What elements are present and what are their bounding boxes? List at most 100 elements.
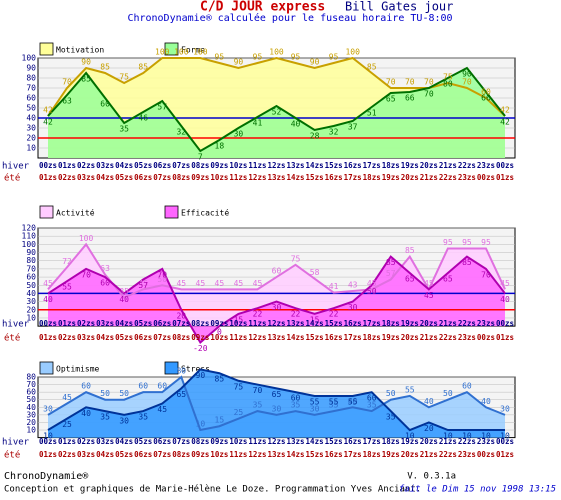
x-tick-label: 12zs: [248, 173, 266, 182]
point-label: 15: [215, 416, 225, 425]
point-label: 35: [253, 401, 263, 410]
x-tick-label: 19zs: [401, 437, 419, 446]
x-tick-label: 15zs: [306, 173, 324, 182]
point-label: 22: [291, 310, 301, 319]
legend-swatch: [39, 361, 54, 375]
y-tick-label: 60: [26, 273, 36, 282]
point-label: 55: [329, 397, 339, 406]
x-tick-label: 07zs: [153, 173, 171, 182]
x-tick-label: 05zs: [134, 161, 152, 170]
point-label: 85: [100, 63, 110, 72]
x-tick-label: 16zs: [344, 437, 362, 446]
x-tick-label: 11zs: [229, 173, 247, 182]
x-tick-label: 11zs: [248, 437, 266, 446]
y-tick-label: 20: [26, 134, 36, 143]
point-label: 40: [481, 397, 491, 406]
point-label: 45: [215, 279, 225, 288]
x-tick-label: 09zs: [210, 161, 228, 170]
point-label: 100: [345, 48, 360, 57]
x-tick-label: 18zs: [382, 161, 400, 170]
x-tick-label: 14zs: [287, 173, 305, 182]
x-tick-label: 14zs: [306, 161, 324, 170]
x-tick-label: 00zs: [39, 319, 57, 328]
point-label: 65: [443, 274, 453, 283]
point-label: 52: [272, 108, 282, 117]
point-label: 45: [138, 279, 148, 288]
y-tick-label: 40: [26, 114, 36, 123]
x-tick-label: 04zs: [96, 333, 114, 342]
point-label: 22: [329, 310, 339, 319]
point-label: 40: [81, 409, 91, 418]
point-label: 50: [367, 287, 377, 296]
x-tick-label: 14zs: [306, 319, 324, 328]
x-tick-label: 02zs: [77, 437, 95, 446]
point-label: 10: [443, 432, 453, 441]
x-tick-label: 15zs: [306, 450, 324, 459]
x-tick-label: 05zs: [115, 173, 133, 182]
x-tick-label: 00zs: [496, 437, 514, 446]
x-tick-label: 00zs: [477, 333, 495, 342]
point-label: 95: [291, 53, 301, 62]
row-label: été: [4, 450, 20, 461]
x-tick-label: 17zs: [344, 450, 362, 459]
x-tick-label: 05zs: [134, 319, 152, 328]
x-tick-label: 18zs: [363, 173, 381, 182]
point-label: 70: [157, 270, 167, 279]
x-tick-label: 03zs: [96, 161, 114, 170]
point-label: 95: [462, 238, 472, 247]
person: Bill Gates jour: [345, 0, 453, 14]
point-label: 35: [119, 125, 129, 134]
point-label: 45: [500, 279, 510, 288]
point-label: 10: [196, 420, 206, 429]
x-tick-label: 13zs: [267, 450, 285, 459]
x-tick-label: 03zs: [77, 450, 95, 459]
point-label: 90: [81, 58, 91, 67]
point-label: 45: [196, 279, 206, 288]
x-tick-label: 06zs: [153, 319, 171, 328]
x-tick-label: 17zs: [344, 333, 362, 342]
x-tick-label: 10zs: [210, 450, 228, 459]
x-tick-label: 06zs: [153, 437, 171, 446]
footer-date: fait le Dim 15 nov 1998 13:15: [399, 485, 556, 495]
x-tick-label: 00zs: [496, 161, 514, 170]
point-label: 85: [367, 63, 377, 72]
point-label: 100: [155, 48, 170, 57]
series-line: [47, 66, 506, 153]
x-tick-label: 09zs: [191, 450, 209, 459]
point-label: 30: [500, 404, 510, 413]
x-tick-label: 09zs: [191, 173, 209, 182]
point-label: 51: [367, 109, 377, 118]
x-tick-label: 07zs: [172, 437, 190, 446]
point-label: 85: [215, 375, 225, 384]
x-tick-label: 22zs: [458, 161, 476, 170]
x-tick-label: 14zs: [306, 437, 324, 446]
point-label: 32: [176, 128, 186, 137]
point-label: 0: [217, 328, 222, 337]
x-tick-label: 04zs: [115, 319, 133, 328]
x-tick-label: 20zs: [401, 173, 419, 182]
x-tick-label: 20zs: [401, 333, 419, 342]
row-label: hiver: [2, 438, 30, 448]
x-tick-label: 20zs: [401, 450, 419, 459]
x-tick-label: 01zs: [496, 173, 514, 182]
x-tick-label: 21zs: [439, 437, 457, 446]
y-tick-label: 100: [22, 54, 37, 63]
point-label: 85: [405, 246, 415, 255]
x-tick-label: 01zs: [39, 333, 57, 342]
y-tick-label: 70: [26, 264, 36, 273]
point-label: 45: [424, 279, 434, 288]
x-tick-label: 08zs: [191, 319, 209, 328]
x-tick-label: 01zs: [39, 173, 57, 182]
point-label: 30: [348, 303, 358, 312]
legend-swatch: [39, 205, 54, 219]
point-label: 28: [310, 132, 320, 141]
y-tick-label: 40: [26, 289, 36, 298]
x-tick-label: 10zs: [229, 161, 247, 170]
point-label: 15: [234, 315, 244, 324]
x-tick-label: 05zs: [134, 437, 152, 446]
x-tick-label: 02zs: [77, 319, 95, 328]
x-tick-label: 15zs: [325, 437, 343, 446]
x-tick-label: 23zs: [458, 333, 476, 342]
x-tick-label: 10zs: [229, 437, 247, 446]
